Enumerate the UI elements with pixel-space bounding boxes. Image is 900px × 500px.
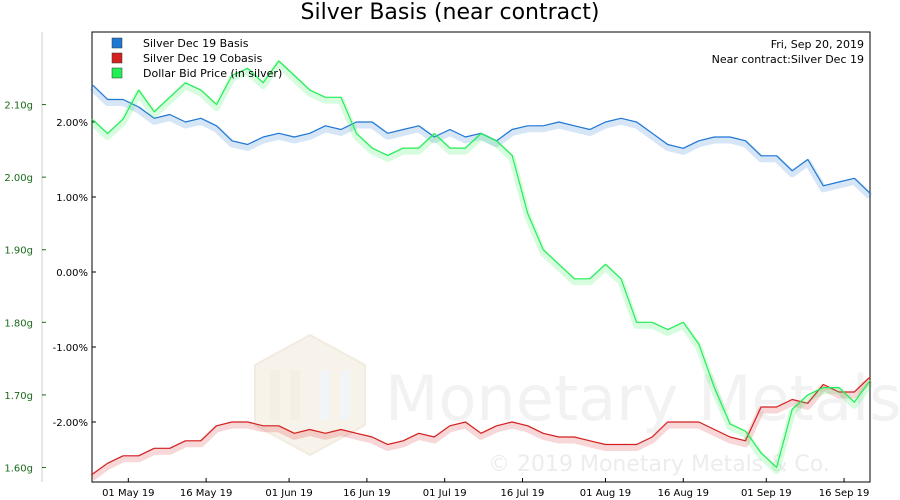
left-tick-label: 2.00g (4, 173, 33, 184)
series-1-shadow (89, 377, 873, 481)
x-tick-label: 01 Sep 19 (741, 488, 792, 499)
right-tick-label: 2.00% (56, 118, 88, 129)
legend-swatch (111, 37, 123, 49)
left-tick-label: 1.90g (4, 246, 33, 257)
legend-label: Silver Dec 19 Basis (143, 37, 249, 50)
right-tick-label: -1.00% (53, 343, 88, 354)
left-axis: 2.10g 2.00g 1.90g 1.80g 1.70g 1.60g (4, 101, 46, 474)
legend-swatch (111, 67, 123, 79)
series-1-line (91, 376, 871, 475)
x-tick-label: 16 Jun 19 (343, 488, 390, 499)
series-2-shadow (89, 60, 873, 474)
right-axis: 2.00% 1.00% 0.00% -1.00% -2.00% (53, 118, 96, 429)
info-date: Fri, Sep 20, 2019 (771, 38, 864, 51)
series-2-line (91, 60, 871, 469)
left-tick-label: 1.70g (4, 391, 33, 402)
legend: Silver Dec 19 Basis Silver Dec 19 Cobasis… (111, 37, 282, 80)
x-tick-label: 16 May 19 (180, 488, 232, 499)
info-box: Fri, Sep 20, 2019 Near contract:Silver D… (712, 38, 864, 66)
right-tick-label: 1.00% (56, 193, 88, 204)
x-axis: 01 May 19 16 May 19 01 Jun 19 16 Jun 19 01 J… (102, 478, 869, 499)
left-tick-label: 2.10g (4, 101, 33, 112)
series-layer (89, 60, 873, 481)
x-tick-label: 01 May 19 (102, 488, 154, 499)
x-tick-label: 16 Sep 19 (819, 488, 870, 499)
legend-label: Dollar Bid Price (in silver) (143, 67, 282, 80)
x-tick-label: 01 Jun 19 (265, 488, 312, 499)
series-0-shadow (89, 84, 873, 199)
info-contract: Near contract:Silver Dec 19 (712, 53, 864, 66)
left-tick-label: 1.80g (4, 318, 33, 329)
x-tick-label: 01 Jul 19 (423, 488, 467, 499)
legend-swatch (111, 52, 123, 64)
chart-title: Silver Basis (near contract) (300, 0, 600, 25)
x-tick-label: 01 Aug 19 (580, 488, 631, 499)
watermark-logo-icon (254, 333, 366, 457)
x-tick-label: 16 Jul 19 (501, 488, 545, 499)
right-tick-label: 0.00% (56, 268, 88, 279)
watermark-brand: Monetary Metals (385, 362, 900, 435)
x-tick-label: 16 Aug 19 (658, 488, 709, 499)
plot-frame (91, 31, 871, 483)
left-tick-label: 1.60g (4, 463, 33, 474)
legend-label: Silver Dec 19 Cobasis (143, 52, 263, 65)
right-tick-label: -2.00% (53, 418, 88, 429)
